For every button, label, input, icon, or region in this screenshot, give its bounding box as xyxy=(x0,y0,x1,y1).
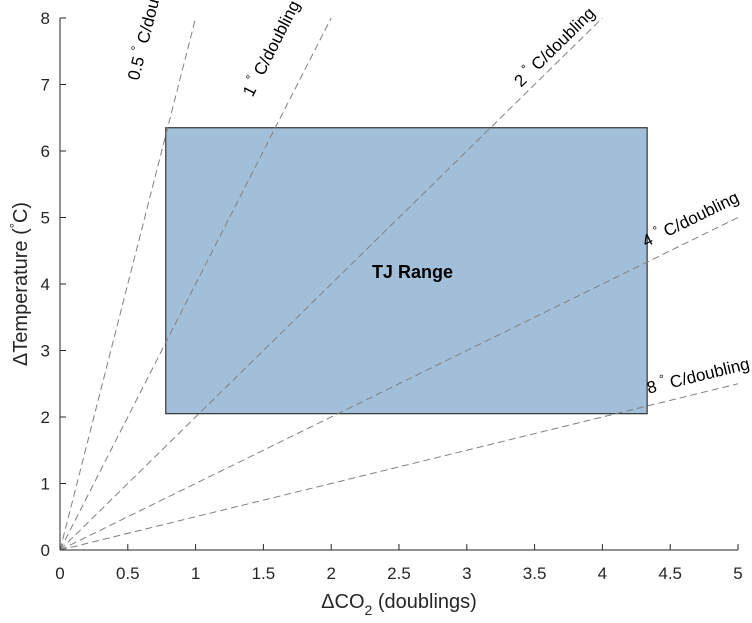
region-label: TJ Range xyxy=(372,262,453,282)
y-tick-label: 3 xyxy=(41,342,50,361)
series-label: 8 ° C/doubling xyxy=(644,351,751,397)
y-tick-label: 5 xyxy=(41,209,50,228)
series-label: 2 ° C/doubling xyxy=(508,1,598,90)
x-tick-label: 3.5 xyxy=(523,564,547,583)
y-tick-label: 4 xyxy=(41,275,50,294)
y-tick-label: 1 xyxy=(41,475,50,494)
x-axis-label: ΔCO2 (doublings) xyxy=(321,591,477,618)
y-tick-label: 8 xyxy=(41,9,50,28)
y-tick-label: 0 xyxy=(41,541,50,560)
series-label: 0.5 ° C/doubling xyxy=(121,0,172,82)
y-tick-label: 7 xyxy=(41,76,50,95)
series-line xyxy=(60,18,332,550)
x-tick-label: 5 xyxy=(733,564,742,583)
series-line xyxy=(60,18,197,550)
series-lines xyxy=(60,18,738,550)
x-tick-label: 2 xyxy=(326,564,335,583)
series-line xyxy=(60,217,738,550)
x-tick-label: 0.5 xyxy=(116,564,140,583)
region-rect xyxy=(165,127,648,415)
series-label: 4 ° C/doubling xyxy=(638,185,742,251)
x-tick-label: 3 xyxy=(462,564,471,583)
x-tick-label: 1.5 xyxy=(252,564,276,583)
y-axis-label: ΔTemperature (°C) xyxy=(7,202,32,366)
region-layer: TJ Range xyxy=(165,127,648,415)
series-layer xyxy=(60,18,738,550)
x-tick-label: 1 xyxy=(191,564,200,583)
series-line xyxy=(60,383,738,550)
x-tick-label: 4 xyxy=(598,564,607,583)
x-tick-label: 2.5 xyxy=(387,564,411,583)
y-tick-label: 2 xyxy=(41,408,50,427)
axes-layer: 0 0.5 1 1.5 2 2.5 3 3.5 4 4.5 5 0 1 2 3 4 5 6 7 8 xyxy=(41,9,743,583)
x-tick-label: 0 xyxy=(55,564,64,583)
y-tick-label: 6 xyxy=(41,142,50,161)
x-tick-label: 4.5 xyxy=(658,564,682,583)
series-line xyxy=(60,18,603,550)
series-label: 1 ° C/doubling xyxy=(237,0,304,100)
